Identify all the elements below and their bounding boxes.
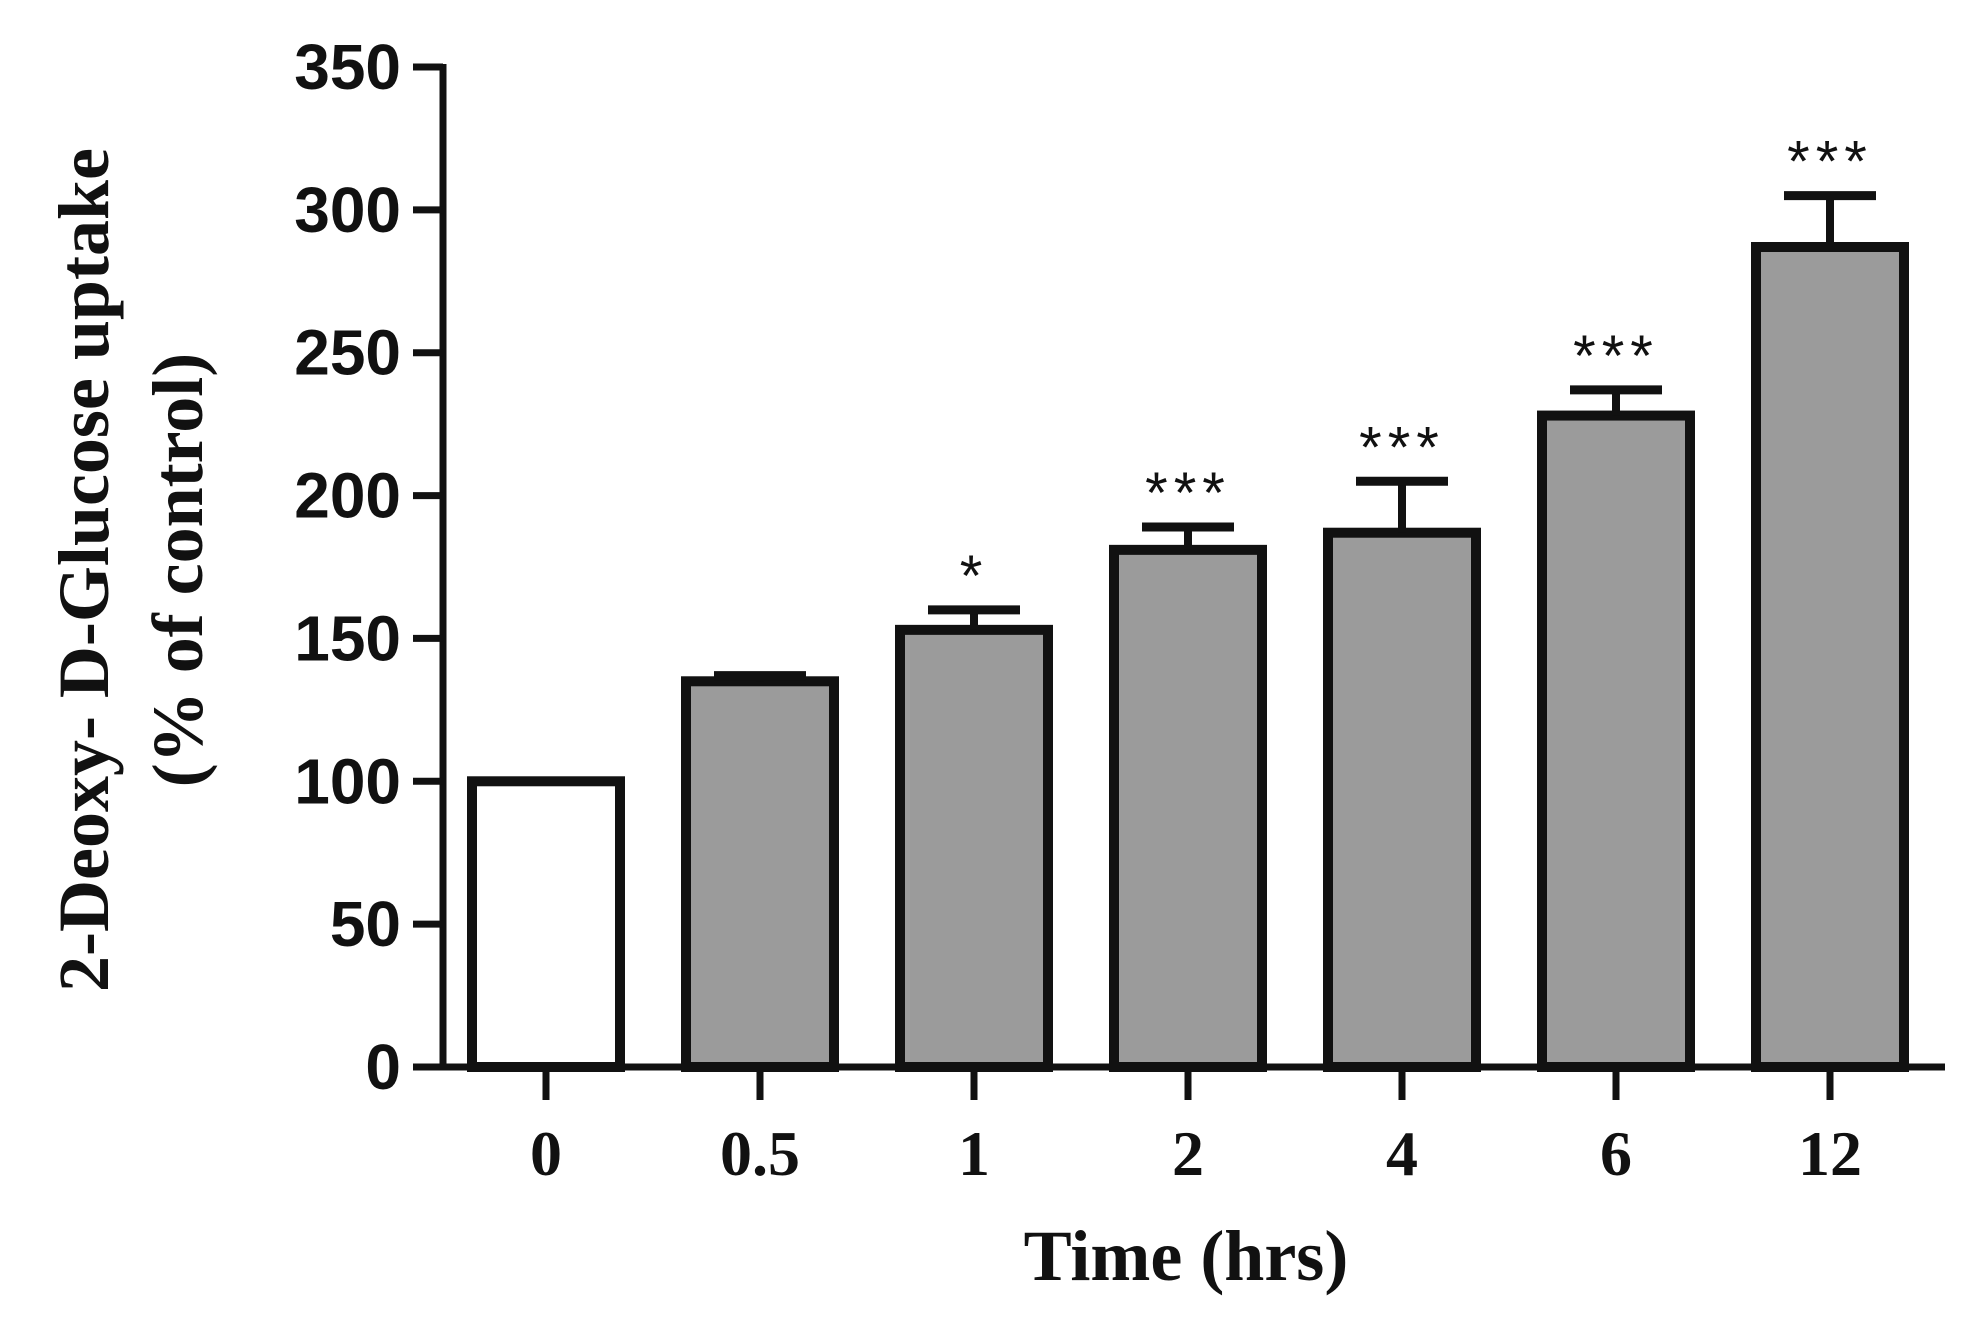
y-tick-label: 100 xyxy=(294,745,401,817)
x-tick-label: 0 xyxy=(530,1118,562,1189)
y-axis-title-line-1: 2-Deoxy- D-Glucose uptake xyxy=(44,148,124,992)
significance-marker: *** xyxy=(1145,461,1231,526)
significance-marker: *** xyxy=(1573,324,1659,389)
x-tick-label: 0.5 xyxy=(720,1118,800,1189)
y-ticks: 0 50 100 150 200 250 300 350 xyxy=(294,31,443,1103)
y-tick-label: 300 xyxy=(294,174,401,246)
y-tick-label: 0 xyxy=(365,1031,401,1103)
x-axis-title: Time (hrs) xyxy=(1024,1216,1349,1296)
y-axis-title-line-2: (% of control) xyxy=(138,353,218,788)
significance-marker: *** xyxy=(1359,415,1445,480)
error-bars xyxy=(714,191,1876,682)
bar-1 xyxy=(895,624,1053,1072)
x-ticks: 0 0.5 1 2 4 6 12 xyxy=(530,1067,1862,1189)
bar-0.5 xyxy=(681,676,839,1072)
x-tick-label: 1 xyxy=(958,1118,990,1189)
significance-marker: * xyxy=(960,544,989,609)
bar-12 xyxy=(1751,242,1909,1072)
x-tick-label: 4 xyxy=(1386,1118,1418,1189)
x-tick-label: 6 xyxy=(1600,1118,1632,1189)
axes xyxy=(439,64,1945,1071)
x-tick-label: 12 xyxy=(1798,1118,1862,1189)
bar-2 xyxy=(1109,544,1267,1072)
bars xyxy=(467,242,1909,1073)
y-tick-label: 200 xyxy=(294,460,401,532)
bar-6 xyxy=(1537,410,1695,1073)
bar-0 xyxy=(467,776,625,1072)
y-tick-label: 350 xyxy=(294,31,401,103)
significance-marker: *** xyxy=(1787,130,1873,195)
y-axis-title: 2-Deoxy- D-Glucose uptake (% of control) xyxy=(44,148,218,992)
significance-markers: ************* xyxy=(960,130,1873,609)
y-tick-label: 150 xyxy=(294,602,401,674)
x-tick-label: 2 xyxy=(1172,1118,1204,1189)
bar-4 xyxy=(1323,527,1481,1072)
y-tick-label: 50 xyxy=(330,888,401,960)
y-tick-label: 250 xyxy=(294,317,401,389)
